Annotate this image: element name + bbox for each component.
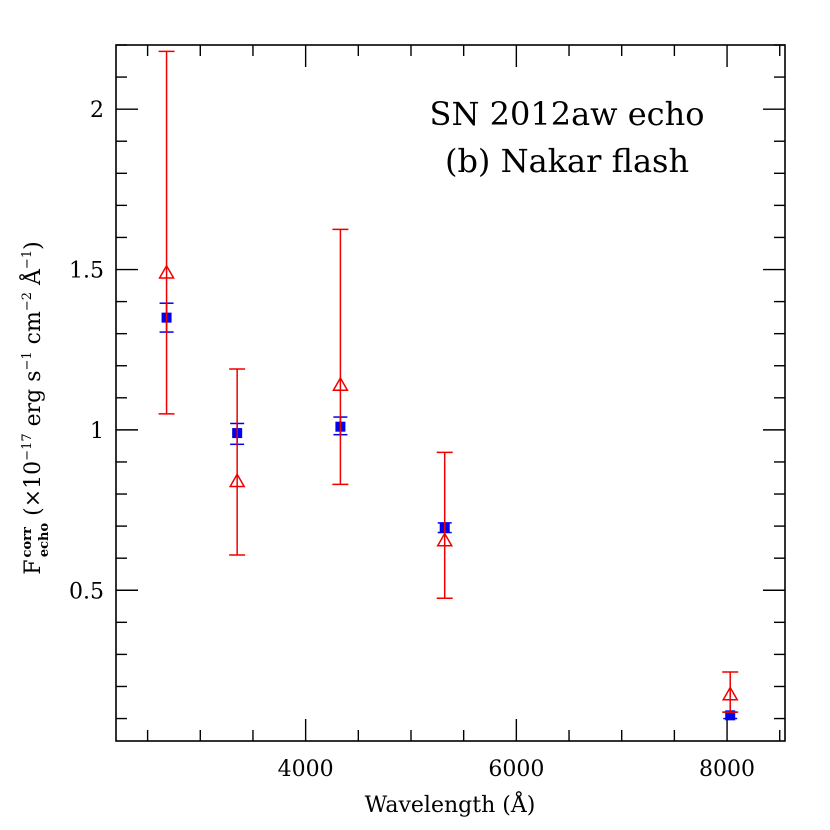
data-point-triangle [436, 532, 453, 547]
x-tick-label: 8000 [699, 757, 755, 782]
y-axis-label: Fcorr echo (×10−17 erg s−1 cm−2 Å−1) [18, 241, 52, 574]
annotation-line-2: (b) Nakar flash [445, 142, 689, 180]
x-tick-label: 6000 [488, 757, 544, 782]
data-point-triangle [332, 376, 349, 391]
data-point-triangle [158, 264, 175, 279]
x-axis-label: Wavelength (Å) [365, 790, 536, 818]
data-point-square [725, 710, 736, 721]
x-tick-label: 4000 [278, 757, 334, 782]
data-point-triangle [721, 685, 739, 701]
plot-frame [115, 44, 786, 742]
tick-labels: 4000 6000 8000 0.5 1 1.5 2 [69, 98, 755, 782]
y-tick-label: 0.5 [69, 579, 104, 604]
axis-ticks [116, 44, 785, 741]
annotation-line-1: SN 2012aw echo [430, 95, 705, 133]
data-markers [158, 50, 739, 721]
data-point-triangle [228, 472, 246, 488]
y-tick-label: 1 [90, 419, 104, 444]
y-tick-label: 1.5 [69, 259, 104, 284]
y-tick-label: 2 [90, 98, 104, 123]
